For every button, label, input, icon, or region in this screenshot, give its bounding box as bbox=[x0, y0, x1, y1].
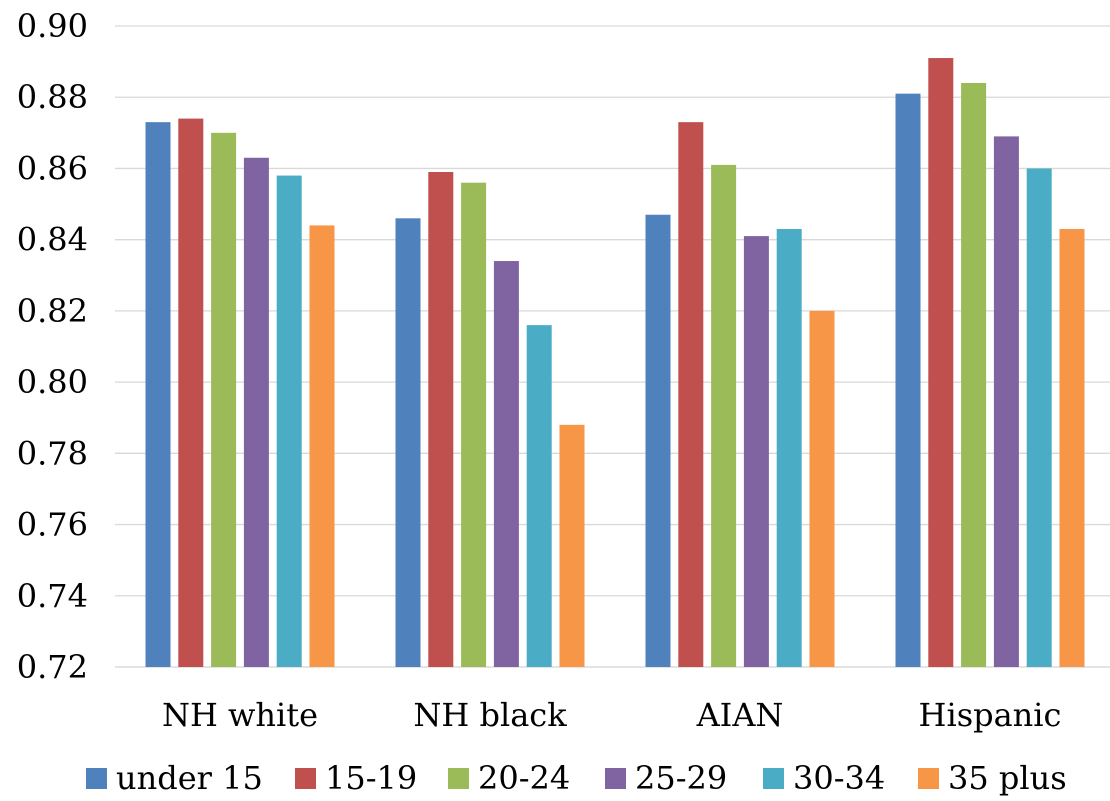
bar-nh-white-35-plus bbox=[309, 225, 335, 667]
legend-item: 30-34 bbox=[763, 759, 885, 797]
bar-hispanic-30-34 bbox=[1026, 168, 1052, 667]
x-category-label: NH white bbox=[162, 696, 318, 734]
bar-nh-black-25-29 bbox=[493, 261, 519, 667]
bar-nh-white-25-29 bbox=[243, 157, 269, 667]
bar-nh-black-20-24 bbox=[461, 182, 487, 667]
bar-aian-35-plus bbox=[809, 310, 835, 667]
legend-item: 25-29 bbox=[605, 759, 727, 797]
legend-swatch bbox=[605, 768, 626, 789]
legend-swatch bbox=[86, 768, 107, 789]
y-tick-label: 0.74 bbox=[17, 577, 88, 615]
legend-swatch bbox=[448, 768, 469, 789]
y-tick-label: 0.76 bbox=[17, 506, 88, 544]
bar-hispanic-20-24 bbox=[961, 82, 987, 667]
bar-hispanic-under-15 bbox=[895, 93, 921, 667]
bar-hispanic-15-19 bbox=[928, 58, 954, 668]
bar-nh-black-15-19 bbox=[428, 172, 454, 667]
y-tick-label: 0.90 bbox=[17, 7, 88, 45]
y-tick-label: 0.82 bbox=[17, 292, 88, 330]
legend-label: under 15 bbox=[116, 759, 263, 797]
bar-aian-25-29 bbox=[743, 236, 769, 667]
legend: under 15 15-19 20-24 25-29 30-34 35 plus bbox=[86, 759, 1067, 797]
bar-nh-white-30-34 bbox=[276, 175, 302, 668]
x-category-label: NH black bbox=[413, 696, 567, 734]
y-tick-label: 0.78 bbox=[17, 434, 88, 472]
legend-label: 15-19 bbox=[325, 759, 417, 797]
y-tick-label: 0.84 bbox=[17, 221, 88, 259]
legend-item: under 15 bbox=[86, 759, 263, 797]
bar-aian-15-19 bbox=[678, 122, 704, 667]
legend-label: 35 plus bbox=[948, 759, 1067, 797]
legend-swatch bbox=[295, 768, 316, 789]
bar-hispanic-25-29 bbox=[993, 136, 1019, 668]
legend-swatch bbox=[918, 768, 939, 789]
y-tick-label: 0.88 bbox=[17, 78, 88, 116]
legend-item: 35 plus bbox=[918, 759, 1067, 797]
x-category-label: Hispanic bbox=[919, 696, 1062, 734]
bar-nh-black-35-plus bbox=[559, 424, 585, 667]
bar-nh-white-20-24 bbox=[211, 132, 237, 668]
y-tick-label: 0.72 bbox=[17, 648, 88, 686]
bar-hispanic-35-plus bbox=[1059, 228, 1085, 667]
bar-aian-30-34 bbox=[776, 228, 802, 667]
legend-item: 15-19 bbox=[295, 759, 417, 797]
bar-aian-under-15 bbox=[645, 214, 671, 667]
bar-nh-white-under-15 bbox=[145, 122, 171, 667]
x-category-label: AIAN bbox=[696, 696, 784, 734]
y-axis-tick-labels: 0.72 0.74 0.76 0.78 0.80 0.82 0.84 0.86 0.88 0.90 bbox=[17, 7, 88, 686]
legend-label: 25-29 bbox=[635, 759, 727, 797]
bar-nh-white-15-19 bbox=[178, 118, 204, 668]
bar-nh-black-30-34 bbox=[526, 325, 552, 667]
legend-label: 30-34 bbox=[793, 759, 885, 797]
bars bbox=[145, 58, 1085, 668]
y-tick-label: 0.80 bbox=[17, 363, 88, 401]
bar-aian-20-24 bbox=[711, 164, 737, 667]
y-tick-label: 0.86 bbox=[17, 149, 88, 187]
legend-label: 20-24 bbox=[478, 759, 570, 797]
legend-swatch bbox=[763, 768, 784, 789]
x-axis-category-labels: NH white NH black AIAN Hispanic bbox=[162, 696, 1062, 734]
bar-nh-black-under-15 bbox=[395, 218, 421, 668]
legend-item: 20-24 bbox=[448, 759, 570, 797]
